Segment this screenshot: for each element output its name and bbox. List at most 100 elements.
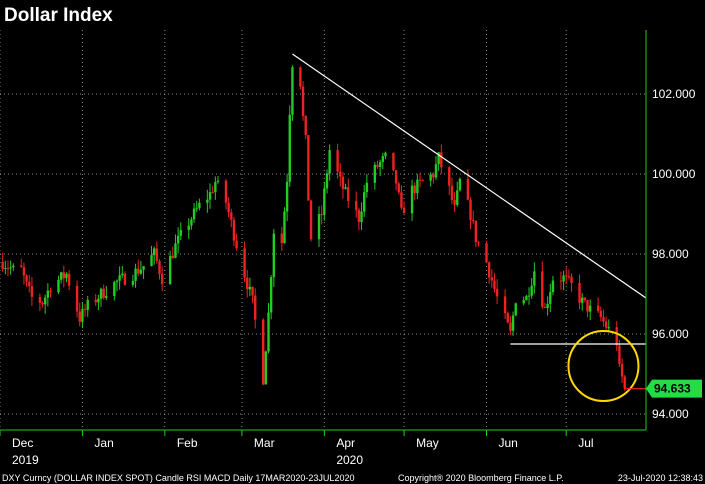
candle-body xyxy=(118,275,121,281)
candle-body xyxy=(65,273,68,279)
candle-body xyxy=(378,162,382,167)
x-tick-label: Feb xyxy=(177,436,198,450)
candle-body xyxy=(527,295,531,297)
candle-body xyxy=(248,286,252,290)
last-price-marker: 94.633 xyxy=(646,379,702,398)
candle-body xyxy=(301,86,305,116)
candle-body xyxy=(30,286,34,297)
candle-body xyxy=(320,214,323,216)
candle-body xyxy=(59,272,63,280)
candle-body xyxy=(618,345,621,364)
candle-body xyxy=(549,292,552,304)
candle-body xyxy=(206,199,209,203)
candles xyxy=(1,65,626,391)
candle-body xyxy=(580,297,584,303)
candle-body xyxy=(307,135,310,201)
footer-copyright: Copyright® 2020 Bloomberg Finance L.P. xyxy=(398,473,564,483)
candle-body xyxy=(75,285,79,312)
candle-body xyxy=(235,240,238,249)
candle-body xyxy=(115,280,119,283)
candle-body xyxy=(607,327,610,329)
candle-body xyxy=(432,174,435,178)
candle-body xyxy=(429,174,432,181)
candle-body xyxy=(28,281,31,287)
candle-body xyxy=(376,164,379,167)
candle-body xyxy=(99,288,103,299)
candle-body xyxy=(176,235,180,244)
candle-body xyxy=(102,288,105,298)
candle-body xyxy=(224,180,228,203)
candle-body xyxy=(150,255,153,267)
candle-body xyxy=(288,114,291,182)
x-axis-ticks: Dec 2019 Jan Feb Mar Apr 2020 May Jun Jul xyxy=(0,430,594,467)
candle-body xyxy=(243,248,246,278)
candle-body xyxy=(565,275,568,277)
candle-body xyxy=(365,182,369,193)
candle-body xyxy=(299,67,302,87)
candle-body xyxy=(347,187,350,202)
candle-body xyxy=(174,243,177,258)
grid xyxy=(0,30,646,430)
candle-body xyxy=(511,315,515,331)
candle-body xyxy=(485,243,488,263)
y-tick-label: 94.000 xyxy=(652,407,689,421)
candle-body xyxy=(94,299,97,303)
candle-body xyxy=(533,271,536,286)
candle-body xyxy=(232,219,236,241)
candle-body xyxy=(493,280,496,289)
candle-body xyxy=(139,269,143,274)
candle-body xyxy=(304,115,307,136)
resistance-trendline xyxy=(292,53,647,299)
candle-body xyxy=(357,209,361,223)
candle-body xyxy=(46,290,50,298)
candle-body xyxy=(509,322,512,331)
x-tick-label: Dec xyxy=(12,436,33,450)
x-tick-label: Mar xyxy=(254,436,275,450)
annotations xyxy=(292,53,647,402)
candle-body xyxy=(450,185,454,200)
candle-body xyxy=(4,268,7,270)
candle-body xyxy=(6,268,10,270)
candle-body xyxy=(466,178,470,200)
candle-body xyxy=(25,275,28,282)
candle-body xyxy=(400,192,403,208)
candle-body xyxy=(394,170,398,184)
candle-body xyxy=(339,171,342,177)
candle-body xyxy=(413,185,416,194)
candle-body xyxy=(477,242,480,244)
candle-body xyxy=(583,297,587,301)
x-tick-label: May xyxy=(416,436,439,450)
candle-body xyxy=(448,167,451,186)
footer-security: DXY Curncy (DOLLAR INDEX SPOT) Candle RS… xyxy=(2,473,354,483)
candle-body xyxy=(392,152,395,171)
last-price-label: 94.633 xyxy=(654,382,691,396)
candle-body xyxy=(192,208,196,220)
candle-body xyxy=(384,152,387,157)
y-tick-label: 96.000 xyxy=(652,327,689,341)
candle-body xyxy=(214,182,217,193)
candle-body xyxy=(41,302,44,305)
candle-body xyxy=(416,179,419,194)
candle-body xyxy=(261,319,265,385)
candle-body xyxy=(490,277,494,281)
candle-body xyxy=(402,207,406,214)
y-tick-label: 102.000 xyxy=(652,87,696,101)
candle-body xyxy=(344,187,347,189)
candle-body xyxy=(360,211,363,223)
candle-body xyxy=(562,275,565,282)
candle-body xyxy=(472,219,475,221)
candle-body xyxy=(503,296,507,314)
candle-body xyxy=(514,303,517,316)
candle-body xyxy=(272,233,276,278)
candle-body xyxy=(254,295,257,320)
candle-body xyxy=(280,233,283,244)
candle-body xyxy=(336,150,339,172)
candle-body xyxy=(567,276,571,278)
candle-body xyxy=(251,286,254,296)
candle-body xyxy=(264,351,268,385)
candle-body xyxy=(83,308,87,310)
candle-body xyxy=(437,152,440,165)
candle-body xyxy=(9,267,12,269)
candle-body xyxy=(458,178,462,191)
